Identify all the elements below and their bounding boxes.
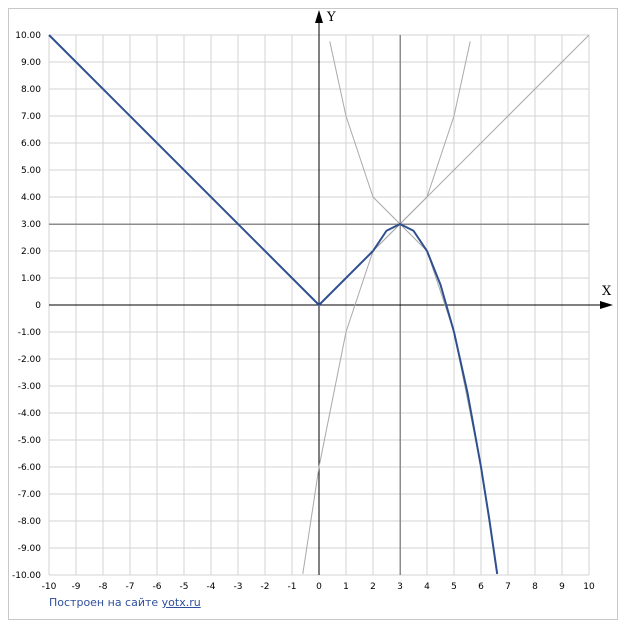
x-tick-label: -1: [288, 582, 297, 592]
x-tick-label: -8: [99, 582, 108, 592]
y-tick-label: -1.00: [18, 328, 42, 338]
x-tick-label: -4: [207, 582, 216, 592]
tick-labels: -10 -9 -8 -7 -6 -5 -4 -3 -2 -1 0 1 2 3 4 5 6 7 8 9 1010.009.…: [12, 31, 595, 592]
x-tick-label: -6: [153, 582, 162, 592]
y-tick-label: -2.00: [18, 355, 42, 365]
x-tick-label: 0: [316, 582, 322, 592]
y-axis-arrow: [315, 10, 323, 23]
y-tick-label: -7.00: [18, 490, 42, 500]
site-link[interactable]: yotx.ru: [161, 596, 201, 609]
y-tick-label: 7.00: [21, 112, 41, 122]
x-tick-label: 5: [451, 582, 457, 592]
y-tick-label: 5.00: [21, 166, 41, 176]
x-tick-label: -2: [261, 582, 270, 592]
y-axis-label: Y: [326, 10, 336, 25]
y-tick-label: -4.00: [18, 409, 42, 419]
series-group: [48, 34, 590, 575]
y-tick-label: 8.00: [21, 85, 41, 95]
x-tick-label: -9: [72, 582, 81, 592]
axes: [49, 10, 613, 575]
main-curve: [48, 34, 499, 575]
x-tick-label: -3: [234, 582, 243, 592]
y-tick-label: -6.00: [18, 463, 42, 473]
y-tick-label: 4.00: [21, 193, 41, 203]
x-axis-label: X: [602, 284, 612, 299]
footer: Построен на сайте yotx.ru: [49, 596, 201, 609]
y-tick-label: -8.00: [18, 517, 42, 527]
y-tick-label: 1.00: [21, 274, 41, 284]
y-tick-label: 0: [35, 301, 41, 311]
x-tick-label: -7: [126, 582, 135, 592]
x-tick-label: 9: [559, 582, 565, 592]
x-tick-label: 1: [343, 582, 349, 592]
x-tick-label: 3: [397, 582, 403, 592]
y-tick-label: -10.00: [12, 571, 41, 581]
y-tick-label: 2.00: [21, 247, 41, 257]
y-tick-label: 10.00: [15, 31, 41, 41]
graph-frame: [8, 8, 618, 620]
x-tick-label: 2: [370, 582, 376, 592]
x-tick-label: 6: [478, 582, 484, 592]
x-tick-label: 10: [583, 582, 595, 592]
x-tick-label: -5: [180, 582, 189, 592]
x-tick-label: 4: [424, 582, 430, 592]
y-tick-label: 3.00: [21, 220, 41, 230]
y-tick-label: -9.00: [18, 544, 42, 554]
y-tick-label: -3.00: [18, 382, 42, 392]
footer-text: Построен на сайте: [49, 596, 159, 609]
x-tick-label: -10: [42, 582, 57, 592]
x-tick-label: 8: [532, 582, 538, 592]
y-tick-label: 6.00: [21, 139, 41, 149]
y-tick-label: 9.00: [21, 58, 41, 68]
y-tick-label: -5.00: [18, 436, 42, 446]
x-tick-label: 7: [505, 582, 511, 592]
x-axis-arrow: [600, 301, 613, 309]
